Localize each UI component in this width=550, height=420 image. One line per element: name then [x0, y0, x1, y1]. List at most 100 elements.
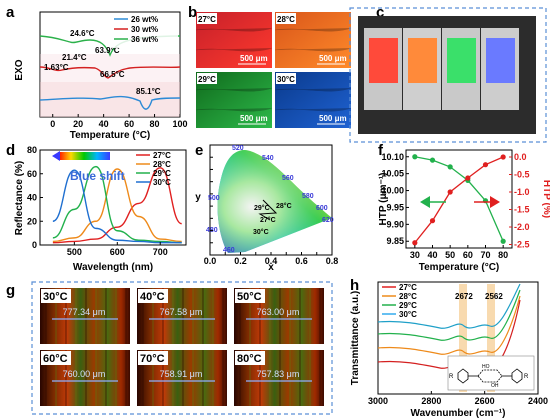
tile-b-scale-1: 500 μm [240, 54, 268, 63]
htp-point-0-5 [500, 238, 506, 244]
tick-label-d-x-2: 700 [153, 247, 168, 257]
sample-blue [486, 38, 515, 83]
htp-line-0 [414, 156, 504, 242]
tick-label-f-x-0: 30 [410, 250, 420, 260]
tick-label-h-1: 2800 [421, 396, 441, 406]
panel-c-dashed-frame [349, 7, 547, 143]
wl-540: 540 [262, 155, 274, 162]
tick-label-a-1: 20 [73, 119, 83, 129]
legend-d-1: 28°C [153, 160, 171, 169]
panel-h-label: h [350, 277, 359, 294]
grating-measure-1: 767.58 μm [160, 307, 203, 317]
tick-label-d-y-2: 40 [27, 193, 37, 203]
tick-label-f-x-5: 80 [498, 250, 508, 260]
tick-label-d-y-4: 80 [27, 145, 37, 155]
htp-point-1-4 [482, 162, 489, 168]
legend-a-1: 26 wt% [131, 15, 158, 24]
grating-temp-box-4 [138, 351, 168, 365]
legend-d-0: 27°C [153, 151, 171, 160]
wl-600: 600 [316, 205, 328, 212]
tick-label-a-2: 40 [99, 119, 109, 129]
panel-f-ticks: 30 40 50 60 70 80 9.85 9.90 9.95 10.00 10.05 10.10 -… [381, 152, 529, 260]
tick-label-e-x-8: 0.8 [326, 256, 339, 266]
panel-h-ylabel: Transmittance (a.u.) [350, 291, 361, 385]
grating-temp-box-0 [41, 289, 71, 303]
tick-label-f-yr-2: -1.5 [514, 205, 530, 215]
grating-tile-4: 70°C 758.91 μm [137, 350, 227, 406]
grating-tile-3: 60°C 760.00 μm [40, 350, 130, 406]
tick-label-f-yl-0: 9.85 [386, 236, 404, 246]
htp-point-0-1 [429, 157, 436, 163]
panel-a: a 1.63°C 21.4°C 24.6°C 63.9°C 66.5°C 85.… [6, 4, 188, 141]
svg-text:R: R [449, 374, 454, 380]
sample-red [369, 38, 398, 83]
tick-label-f-yr-1: -2.0 [514, 222, 530, 232]
wl-560: 560 [282, 175, 294, 182]
panel-d-ticks: 500 600 700 0 20 40 60 80 [27, 145, 168, 257]
dsc-curve-26wt [39, 95, 181, 110]
htp-line-1 [414, 156, 504, 244]
svg-text:HO: HO [482, 364, 490, 370]
panel-e-xlabel: x [268, 262, 274, 273]
panel-d-ylabel: Reflectance (%) [14, 161, 25, 235]
grating-temp-4: 70°C [140, 353, 165, 365]
panel-c: c [349, 4, 547, 143]
tile-b-temp-3: 29°C [198, 75, 216, 84]
tick-label-f-yl-2: 9.95 [386, 202, 404, 212]
tick-label-f-yr-4: -0.5 [514, 170, 530, 180]
spectrum-line-2 [52, 165, 182, 244]
legend-a-2: 30 wt% [131, 25, 158, 34]
tick-label-h-3: 2400 [528, 396, 548, 406]
annot-1: 1.63°C [44, 63, 69, 72]
tick-label-f-yl-4: 10.05 [381, 169, 404, 179]
grating-tile-2: 50°C 763.00 μm [234, 288, 324, 344]
panel-e-label: e [195, 142, 203, 159]
tile-b-scale-2: 500 μm [319, 54, 347, 63]
grating-measure-0: 777.34 μm [63, 307, 106, 317]
green-axis-arrow [420, 196, 430, 208]
tick-label-f-yl-5: 10.10 [381, 152, 404, 162]
legend-h-0: 27°C [399, 283, 417, 292]
grating-temp-5: 80°C [237, 353, 262, 365]
molecule-structure [457, 368, 523, 384]
grating-temp-box-3 [41, 351, 71, 365]
panel-d-label: d [6, 142, 15, 159]
peak-band-2672 [459, 284, 467, 392]
annot-3: 24.6°C [70, 29, 95, 38]
tick-label-f-yl-3: 10.00 [381, 186, 404, 196]
annot-4: 63.9°C [95, 46, 120, 55]
panel-f-xlabel: Temperature (°C) [419, 262, 500, 273]
blue-shift-note: Blue shift [70, 169, 125, 183]
wl-500: 500 [208, 195, 220, 202]
panel-g: g 30°C 777.34 μm 40°C 767.58 μm 50°C 763.00 μ… [6, 281, 333, 415]
panel-f: f 30 40 50 60 70 80 9.85 9.90 9.95 10.00 10.05 10.1… [378, 142, 550, 273]
panel-b-label: b [188, 4, 197, 21]
panel-f-ylabel-left: HTP (μm⁻¹) [378, 173, 389, 226]
grating-measure-3: 760.00 μm [63, 369, 106, 379]
grating-measure-5: 757.83 μm [257, 369, 300, 379]
tick-label-d-y-0: 0 [32, 240, 37, 250]
legend-d-3: 30°C [153, 178, 171, 187]
tick-label-f-yl-1: 9.90 [386, 219, 404, 229]
panel-c-label: c [376, 4, 384, 21]
panel-b: b 27°C 28°C 29°C 30°C 500 μm 500 μm 500 … [188, 4, 352, 128]
panel-h-xlabel: Wavenumber (cm⁻¹) [411, 408, 506, 419]
grating-tile-0: 30°C 777.34 μm [40, 288, 130, 344]
peak-label-2562: 2562 [485, 292, 503, 301]
panel-a-xlabel: Temperature (°C) [70, 130, 151, 141]
legend-h-2: 29°C [399, 301, 417, 310]
panel-d: d Blue shift 27°C28°C29°C30°C 500 600 700 0… [6, 142, 187, 273]
tick-label-a-5: 100 [172, 119, 187, 129]
grating-temp-2: 50°C [237, 291, 262, 303]
svg-text:OH: OH [491, 383, 499, 389]
panel-h-frame [377, 281, 539, 395]
sample-slides [364, 28, 519, 110]
panel-f-ylabel-right: HTP (%) [541, 180, 550, 218]
tick-label-a-3: 60 [124, 119, 134, 129]
grating-tile-1: 40°C 767.58 μm [137, 288, 227, 344]
tick-label-e-x-6: 0.6 [295, 256, 308, 266]
tick-label-f-x-3: 60 [463, 250, 473, 260]
cie-point-27: 27°C [260, 216, 276, 224]
annot-6: 85.1°C [136, 87, 161, 96]
